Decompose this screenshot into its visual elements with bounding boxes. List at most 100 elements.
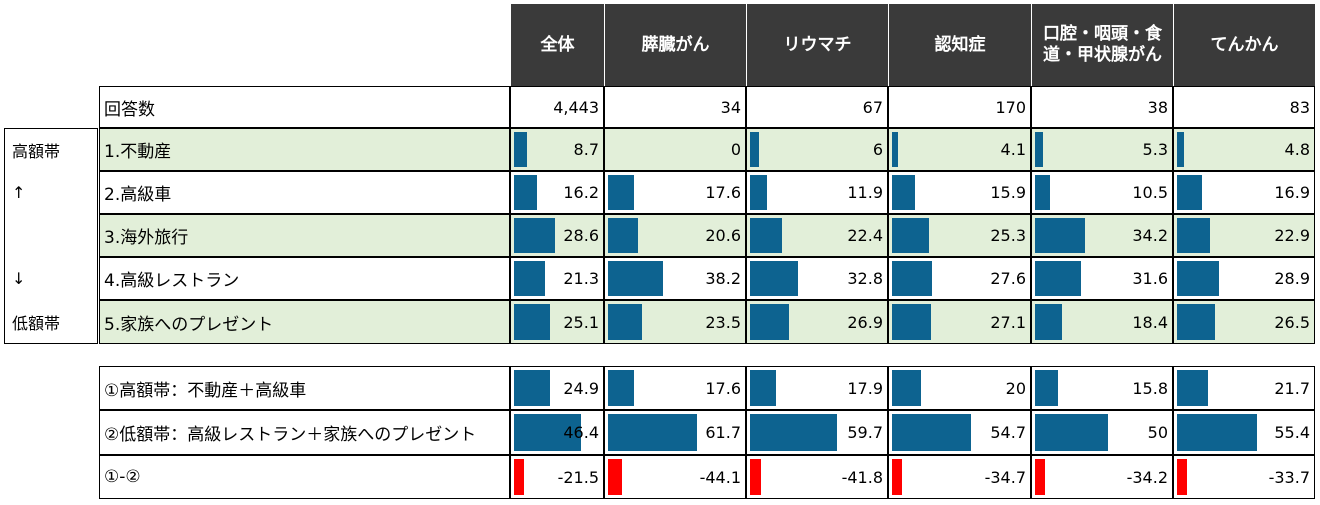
row-label-item: 1.不動産 (99, 128, 510, 171)
value-bar (514, 175, 538, 210)
price-range-frame (4, 128, 98, 344)
data-value: -33.7 (1268, 467, 1310, 487)
price-range-label: 高額帯 (12, 141, 61, 161)
value-bar (750, 261, 798, 296)
row-label-item: 3.海外旅行 (99, 214, 510, 257)
data-value: 17.6 (705, 378, 741, 398)
data-cell: 25.1 (510, 300, 604, 344)
data-value: 28.9 (1274, 269, 1310, 288)
data-cell: 20 (888, 366, 1031, 410)
value-bar (608, 370, 634, 406)
value-bar (750, 175, 768, 210)
value-bar (514, 304, 551, 340)
data-cell: 6 (746, 128, 888, 171)
value-bar (892, 175, 916, 210)
value-bar (608, 218, 638, 253)
data-value: 38.2 (705, 269, 741, 288)
column-header: 全体 (510, 4, 604, 86)
data-value: 32.8 (847, 269, 883, 288)
data-cell: 17.6 (604, 366, 746, 410)
respondent-count: 67 (746, 86, 888, 128)
data-cell: 20.6 (604, 214, 746, 257)
respondent-count: 83 (1173, 86, 1315, 128)
value-bar (892, 218, 929, 253)
data-value: 6 (872, 140, 883, 159)
value-bar (892, 370, 921, 406)
row-label-respondents: 回答数 (99, 86, 510, 128)
data-value: 55.4 (1274, 423, 1310, 442)
row-label-summary: ②低額帯：高級レストラン＋家族へのプレゼント (99, 410, 510, 455)
data-value: 59.7 (847, 423, 883, 442)
data-value: -21.5 (557, 467, 599, 487)
data-cell: 55.4 (1173, 410, 1315, 455)
data-cell: 28.9 (1173, 257, 1315, 300)
value-bar (750, 132, 759, 167)
value-bar (1035, 370, 1058, 406)
value-bar (608, 414, 698, 451)
data-value: 20.6 (705, 226, 741, 245)
price-range-label: ↓ (12, 269, 26, 288)
row-label-item: 5.家族へのプレゼント (99, 300, 510, 344)
data-value: 4.1 (1000, 140, 1026, 159)
data-cell: 28.6 (510, 214, 604, 257)
data-value: 0 (730, 140, 741, 159)
value-bar (514, 132, 527, 167)
data-value: 22.4 (847, 226, 883, 245)
data-cell: 21.3 (510, 257, 604, 300)
data-cell: -33.7 (1173, 455, 1315, 499)
data-cell: 16.9 (1173, 171, 1315, 214)
data-cell: 54.7 (888, 410, 1031, 455)
data-cell: 16.2 (510, 171, 604, 214)
price-range-label: ↑ (12, 183, 26, 202)
negative-bar (892, 459, 902, 495)
data-value: 50 (1147, 423, 1168, 442)
value-bar (514, 370, 551, 406)
data-cell: 38.2 (604, 257, 746, 300)
column-header: リウマチ (746, 4, 888, 86)
data-cell: -41.8 (746, 455, 888, 499)
data-value: 26.5 (1274, 312, 1310, 332)
value-bar (1035, 304, 1062, 340)
data-cell: 26.9 (746, 300, 888, 344)
value-bar (514, 261, 545, 296)
data-cell: 59.7 (746, 410, 888, 455)
data-cell: 26.5 (1173, 300, 1315, 344)
data-value: 5.3 (1142, 140, 1168, 159)
value-bar (514, 414, 582, 451)
value-bar (1035, 261, 1081, 296)
data-value: 8.7 (573, 140, 599, 159)
data-cell: 11.9 (746, 171, 888, 214)
data-cell: -34.2 (1031, 455, 1173, 499)
negative-bar (750, 459, 761, 495)
value-bar (750, 414, 837, 451)
value-bar (608, 175, 634, 210)
data-cell: 0 (604, 128, 746, 171)
data-cell: 21.7 (1173, 366, 1315, 410)
value-bar (608, 304, 643, 340)
data-value: 4.8 (1284, 140, 1310, 159)
value-bar (892, 261, 933, 296)
data-cell: -21.5 (510, 455, 604, 499)
data-value: -34.7 (984, 467, 1026, 487)
data-value: 61.7 (705, 423, 741, 442)
data-value: 15.8 (1132, 378, 1168, 398)
data-cell: -44.1 (604, 455, 746, 499)
data-value: 25.1 (563, 312, 599, 332)
data-value: 24.9 (563, 378, 599, 398)
respondent-count: 34 (604, 86, 746, 128)
row-label-item: 4.高級レストラン (99, 257, 510, 300)
value-bar (1177, 370, 1209, 406)
data-cell: 61.7 (604, 410, 746, 455)
data-value: 54.7 (990, 423, 1026, 442)
value-bar (892, 414, 972, 451)
data-value: 20 (1005, 378, 1026, 398)
negative-bar (608, 459, 622, 495)
column-header: 口腔・咽頭・食 道・甲状腺がん (1031, 4, 1173, 86)
data-cell: 24.9 (510, 366, 604, 410)
data-value: -34.2 (1126, 467, 1168, 487)
data-cell: 15.9 (888, 171, 1031, 214)
data-cell: 4.1 (888, 128, 1031, 171)
value-bar (608, 261, 664, 296)
value-bar (750, 218, 783, 253)
value-bar (1035, 218, 1085, 253)
